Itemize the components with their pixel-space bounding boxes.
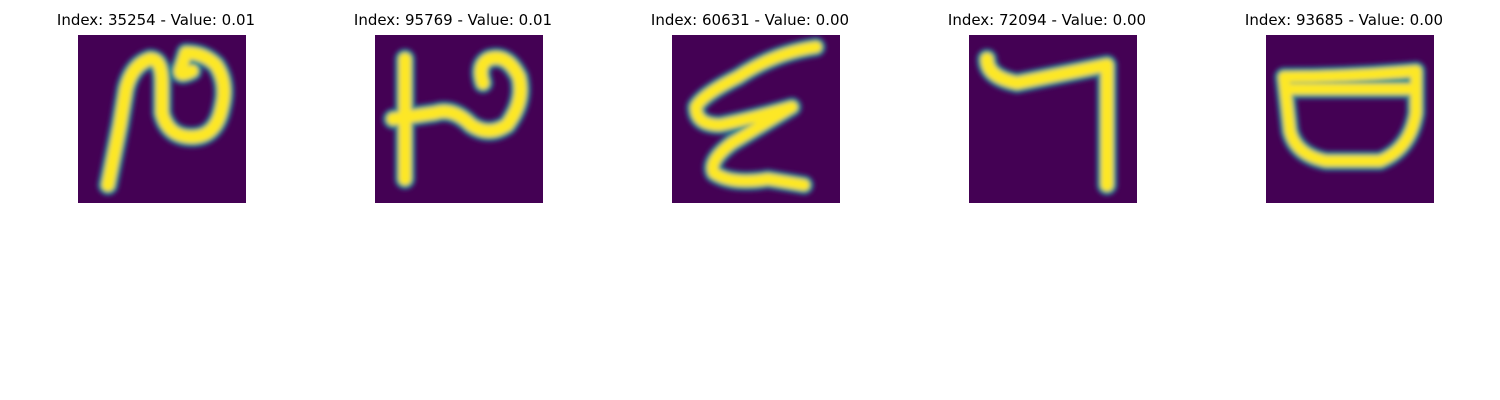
panel-title: Index: 60631 - Value: 0.00 bbox=[650, 11, 850, 29]
sample-panel-4: Index: 72094 - Value: 0.00 bbox=[897, 0, 1197, 210]
digit-image bbox=[672, 35, 840, 203]
digit-image bbox=[78, 35, 246, 203]
sample-panel-1: Index: 35254 - Value: 0.01 bbox=[6, 0, 306, 210]
panel-title: Index: 35254 - Value: 0.01 bbox=[56, 11, 256, 29]
digit-image bbox=[375, 35, 543, 203]
digit-image bbox=[969, 35, 1137, 203]
panel-title: Index: 95769 - Value: 0.01 bbox=[353, 11, 553, 29]
sample-panel-2: Index: 95769 - Value: 0.01 bbox=[303, 0, 603, 210]
panel-title: Index: 72094 - Value: 0.00 bbox=[947, 11, 1147, 29]
digit-image bbox=[1266, 35, 1434, 203]
panel-title: Index: 93685 - Value: 0.00 bbox=[1244, 11, 1444, 29]
sample-panel-3: Index: 60631 - Value: 0.00 bbox=[600, 0, 900, 210]
sample-panel-5: Index: 93685 - Value: 0.00 bbox=[1194, 0, 1494, 210]
